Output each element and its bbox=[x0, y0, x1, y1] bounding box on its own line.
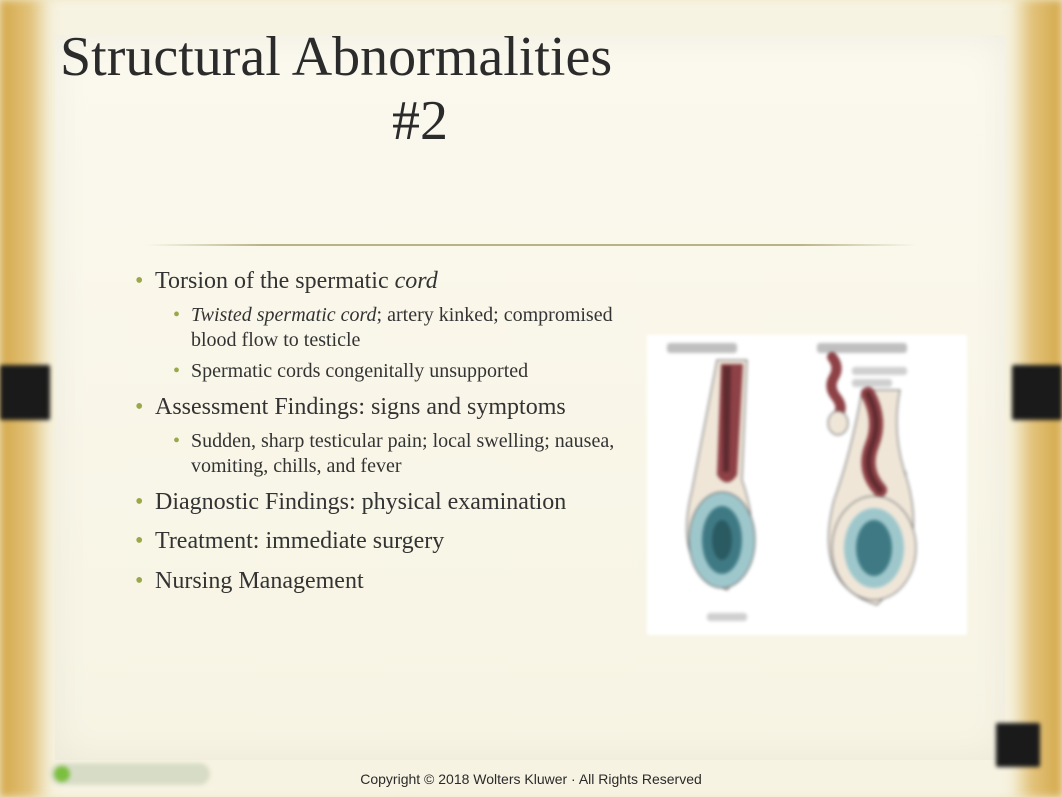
title-divider bbox=[146, 244, 916, 246]
list-item-text: Diagnostic Findings: physical examinatio… bbox=[155, 489, 566, 515]
list-item-text: Treatment: immediate surgery bbox=[155, 528, 444, 554]
list-item-em: cord bbox=[395, 268, 438, 294]
sub-item-em: Twisted spermatic cord bbox=[191, 304, 377, 326]
anatomy-figure bbox=[647, 335, 967, 635]
bullet-list: Torsion of the spermatic cord Twisted sp… bbox=[155, 266, 645, 597]
figure-svg bbox=[647, 335, 967, 635]
list-item: Assessment Findings: signs and symptoms … bbox=[155, 392, 645, 479]
sub-list-item: Spermatic cords congenitally unsupported bbox=[191, 359, 645, 384]
list-item-text: Nursing Management bbox=[155, 568, 364, 594]
slide-title: Structural Abnormalities #2 bbox=[60, 25, 780, 154]
list-item: Nursing Management bbox=[155, 566, 645, 597]
sub-list: Twisted spermatic cord; artery kinked; c… bbox=[191, 303, 645, 384]
sub-list: Sudden, sharp testicular pain; local swe… bbox=[191, 429, 645, 479]
sub-list-item: Sudden, sharp testicular pain; local swe… bbox=[191, 429, 645, 479]
sub-item-text: Spermatic cords congenitally unsupported bbox=[191, 360, 528, 382]
list-item-text: Assessment Findings: signs and symptoms bbox=[155, 394, 566, 420]
list-item: Torsion of the spermatic cord Twisted sp… bbox=[155, 266, 645, 384]
copyright-text: Copyright © 2018 Wolters Kluwer · All Ri… bbox=[0, 771, 1062, 787]
title-line-1: Structural Abnormalities bbox=[60, 26, 612, 88]
list-item-text: Torsion of the spermatic bbox=[155, 268, 395, 294]
sub-list-item: Twisted spermatic cord; artery kinked; c… bbox=[191, 303, 645, 353]
list-item: Treatment: immediate surgery bbox=[155, 526, 645, 557]
title-line-2: #2 bbox=[60, 89, 780, 153]
list-item: Diagnostic Findings: physical examinatio… bbox=[155, 487, 645, 518]
slide-body: Torsion of the spermatic cord Twisted sp… bbox=[155, 266, 645, 597]
slide-content: Structural Abnormalities #2 Torsion of t… bbox=[0, 0, 1062, 797]
sub-item-text: Sudden, sharp testicular pain; local swe… bbox=[191, 430, 614, 477]
